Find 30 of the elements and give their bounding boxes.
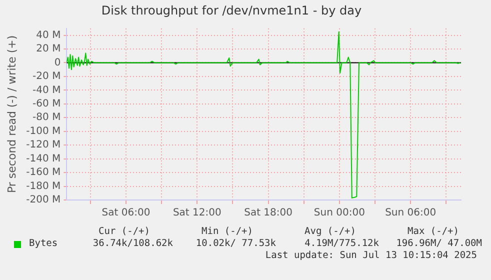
text: Avg (-/+) bbox=[304, 226, 356, 238]
y-tick-label: -160 M bbox=[26, 167, 61, 178]
legend-label: Bytes bbox=[29, 238, 59, 250]
y-tick-label: 20 M bbox=[36, 44, 61, 55]
text: 36.74k/108.62k bbox=[92, 238, 173, 250]
y-tick-label: -140 M bbox=[26, 153, 61, 164]
text: Max (-/+) bbox=[406, 226, 459, 238]
y-axis-title: Pr second read (-) / write (+) bbox=[5, 35, 18, 194]
text: Last update: Sun Jul 13 10:15:04 2025 bbox=[264, 250, 478, 262]
text: Cur (-/+) bbox=[98, 226, 150, 238]
x-tick-label: Sat 06:00 bbox=[102, 208, 150, 219]
y-tick-label: -180 M bbox=[26, 180, 61, 192]
y-tick-label: -20 M bbox=[32, 71, 61, 82]
y-tick-label: -100 M bbox=[26, 126, 61, 137]
x-tick-label: Sun 00:00 bbox=[314, 208, 365, 219]
y-tick-label: 40 M bbox=[36, 30, 61, 41]
y-tick-label: -200 M bbox=[26, 194, 61, 206]
x-tick-label: Sat 12:00 bbox=[172, 208, 222, 219]
x-tick-label: Sat 18:00 bbox=[244, 208, 292, 219]
y-tick-label: -60 M bbox=[32, 98, 61, 110]
y-tick-label: -120 M bbox=[26, 140, 61, 151]
x-tick-label: Sun 06:00 bbox=[385, 208, 436, 219]
text: 196.96M/ 47.00M bbox=[395, 238, 482, 250]
text: 10.02k/ 77.53k bbox=[194, 238, 276, 250]
y-tick-label: -80 M bbox=[32, 112, 61, 124]
text: Min (-/+) bbox=[200, 226, 253, 238]
y-tick-label: 0 bbox=[54, 57, 61, 68]
chart-title: Disk throughput for /dev/nvme1n1 - by day bbox=[101, 3, 362, 18]
y-tick-label: -40 M bbox=[32, 84, 61, 96]
text: 4.19M/775.12k bbox=[304, 238, 379, 250]
